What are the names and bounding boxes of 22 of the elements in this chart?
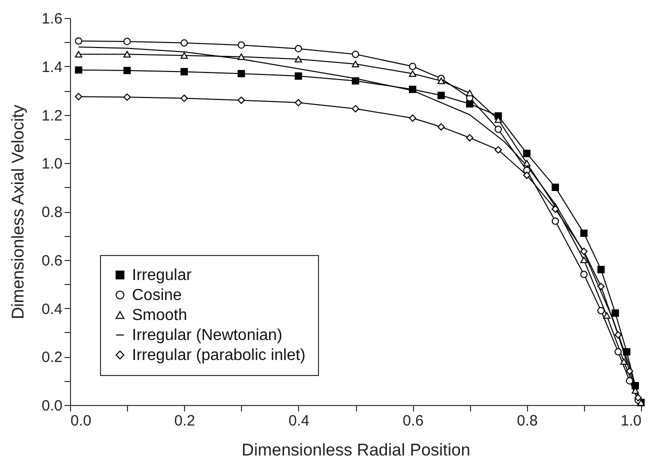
x-tick-label: 0.4 bbox=[288, 412, 310, 430]
y-tick-label: 1.4 bbox=[42, 58, 62, 76]
y-axis-title: Dimensionless Axial Velocity bbox=[8, 104, 28, 320]
legend-label: Irregular (parabolic inlet) bbox=[132, 347, 306, 364]
x-tick-label: 0.2 bbox=[174, 412, 196, 430]
x-tick-label: 0.0 bbox=[70, 412, 92, 430]
x-tick-label: 0.8 bbox=[516, 412, 538, 430]
legend-label: Irregular bbox=[132, 267, 192, 284]
y-tick-label: 0.4 bbox=[42, 300, 62, 318]
x-tick-label: 1.0 bbox=[620, 412, 642, 430]
y-tick-label: 1.6 bbox=[42, 10, 62, 28]
y-tick-label: 1.0 bbox=[42, 156, 62, 173]
legend-label: Irregular (Newtonian) bbox=[132, 327, 282, 344]
y-tick-label: 1.2 bbox=[42, 107, 62, 124]
x-axis-title: Dimensionless Radial Position bbox=[242, 440, 470, 460]
y-tick-label: 0.8 bbox=[42, 204, 62, 221]
legend-label: Cosine bbox=[132, 287, 182, 304]
y-tick-label: 0.2 bbox=[42, 349, 62, 366]
legend-label: Smooth bbox=[132, 307, 188, 324]
y-tick-label: 0.6 bbox=[42, 252, 62, 270]
y-tick-label: 0.0 bbox=[42, 398, 62, 414]
x-tick-label: 0.6 bbox=[402, 412, 424, 430]
